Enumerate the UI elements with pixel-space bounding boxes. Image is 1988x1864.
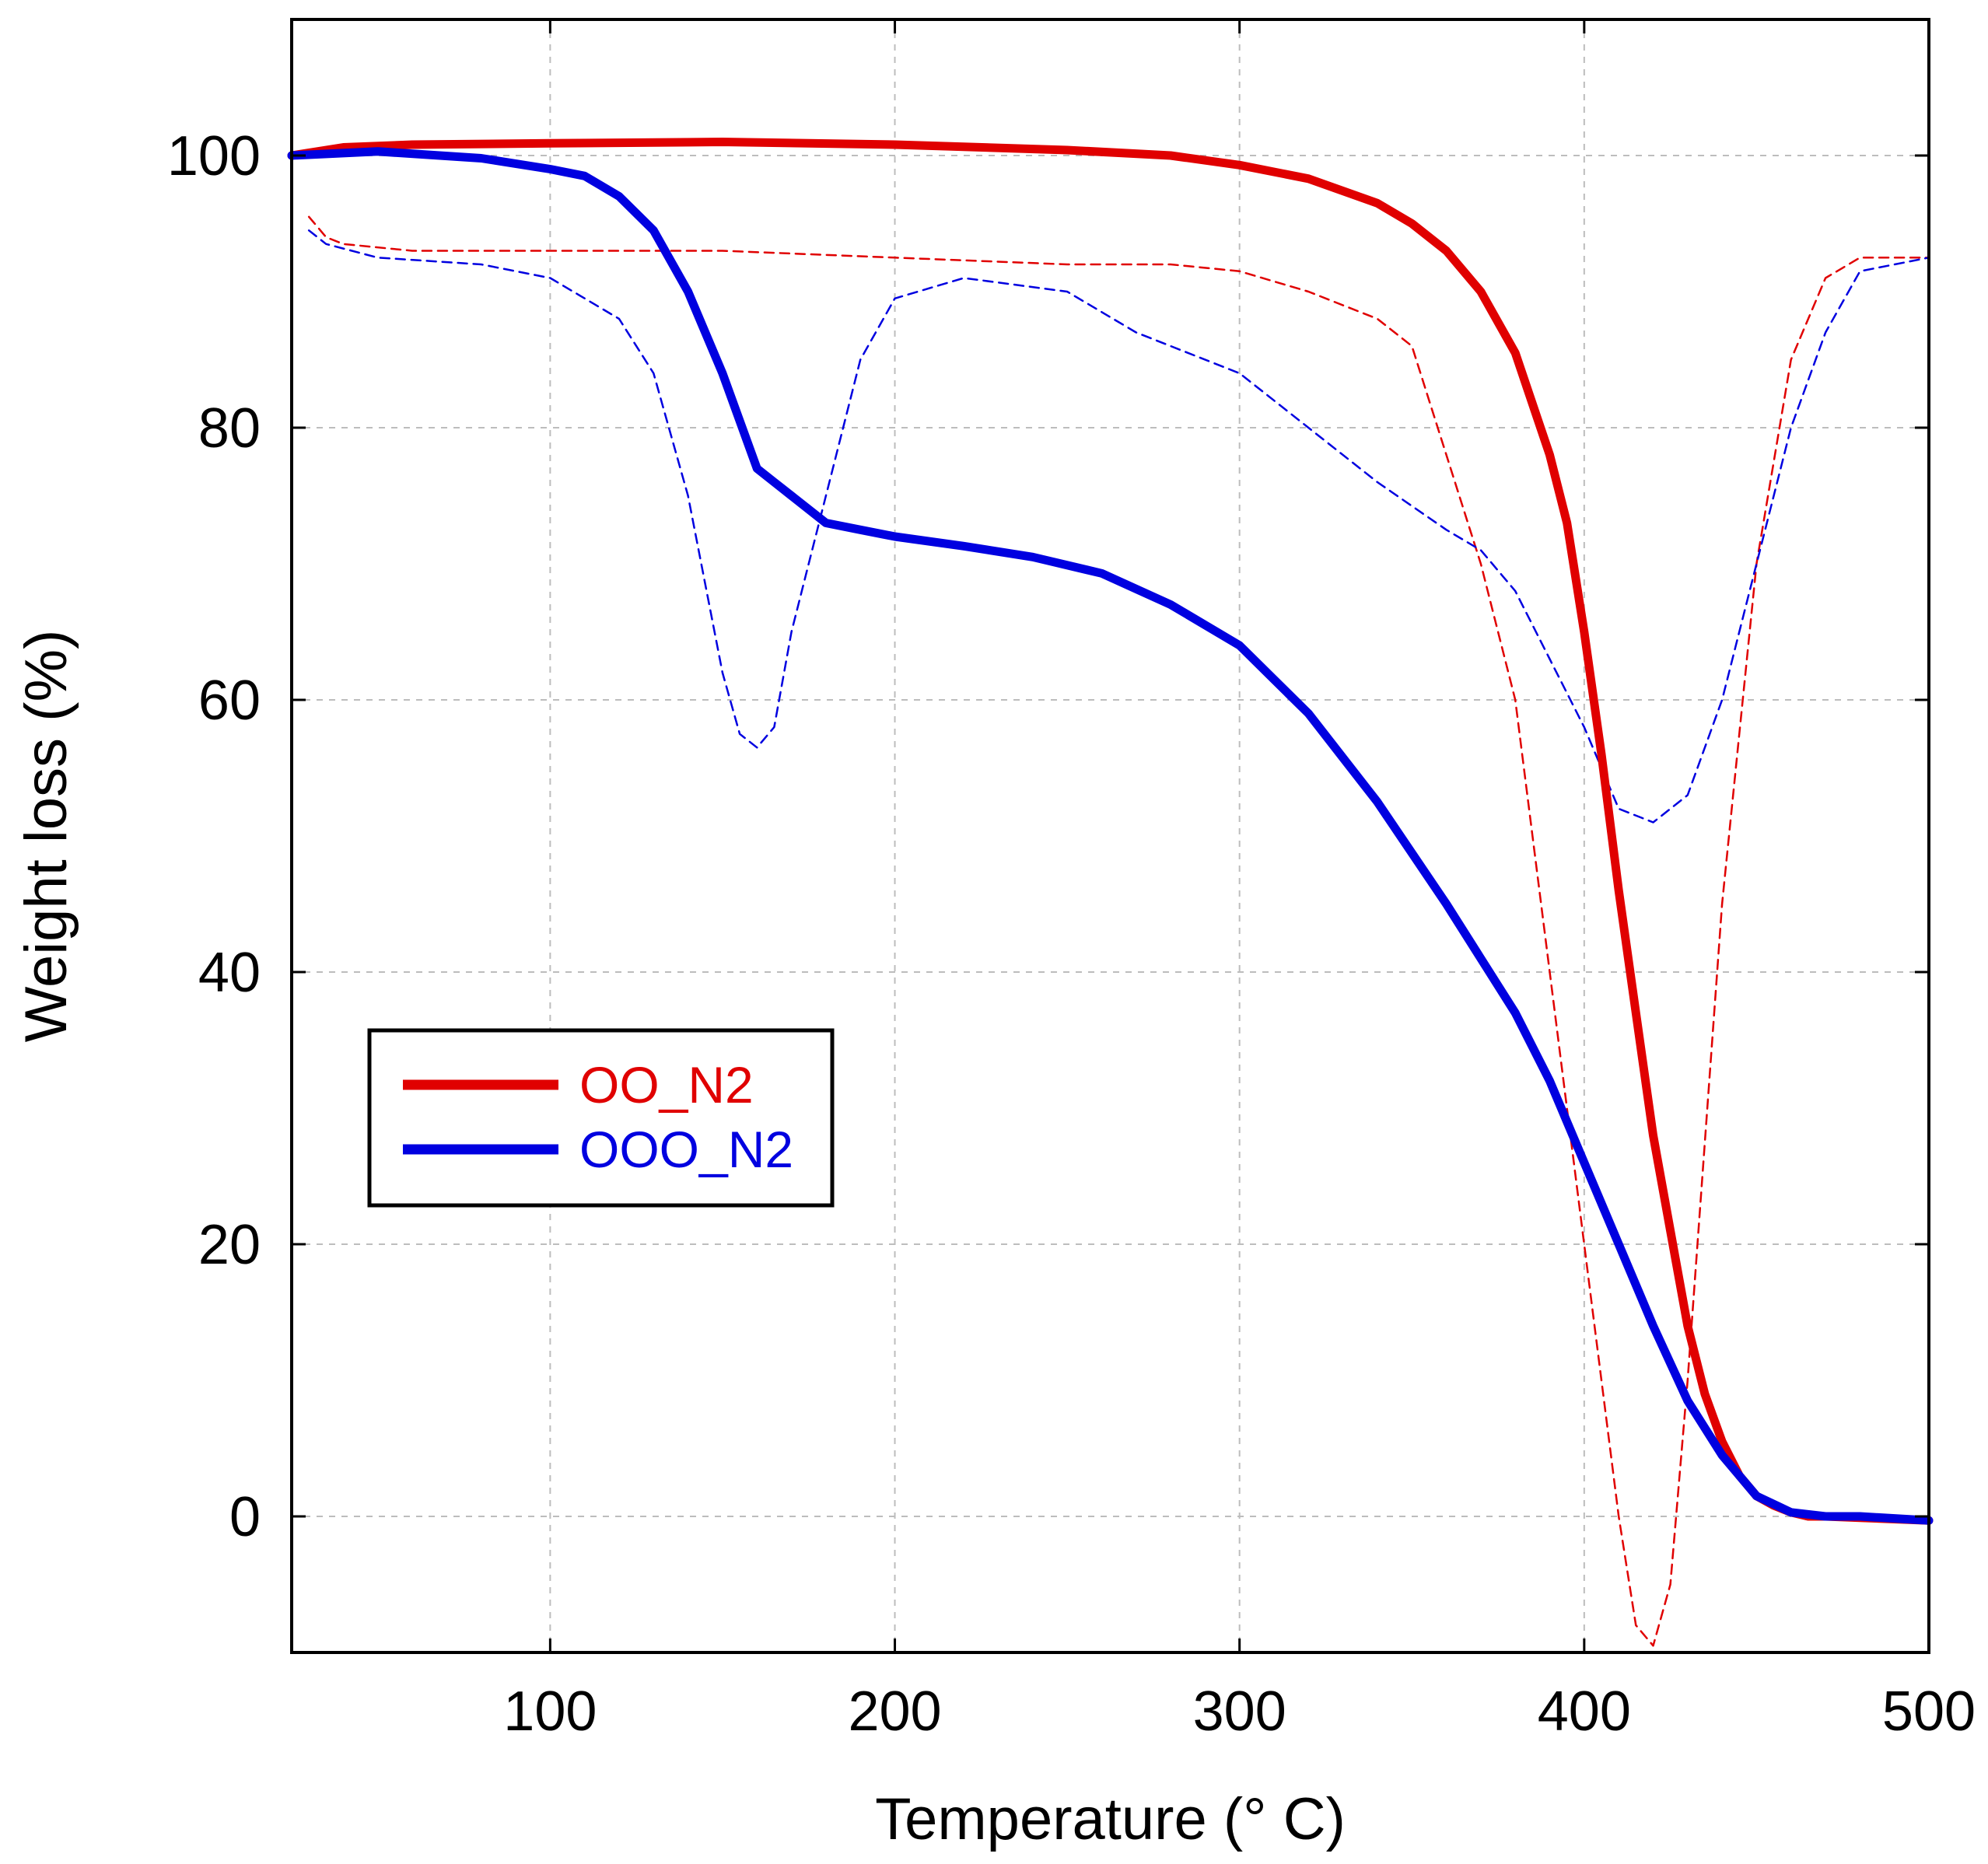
legend-label-oo-n2: OO_N2 (579, 1056, 754, 1114)
x-tick-label-200: 200 (848, 1680, 941, 1743)
series-lines (287, 138, 1934, 1647)
x-tick-label-400: 400 (1538, 1680, 1631, 1743)
y-tick-label-100: 100 (167, 125, 261, 187)
plot-frame (290, 18, 1930, 1654)
x-axis-title: Temperature (° C) (875, 1786, 1346, 1852)
y-tick-label-20: 20 (198, 1214, 261, 1276)
axis-ticks: 100 200 300 400 500 0 20 40 60 80 100 (167, 19, 1976, 1743)
series-oo-n2-derivative-dashed (307, 215, 1930, 1647)
y-tick-label-80: 80 (198, 397, 261, 460)
y-tick-label-40: 40 (198, 942, 261, 1004)
x-tick-label-100: 100 (503, 1680, 597, 1743)
series-ooo-n2-derivative-dashed (307, 229, 1930, 824)
legend: OO_N2 OOO_N2 (367, 1028, 835, 1208)
series-ooo-n2 (287, 147, 1934, 1525)
y-tick-label-0: 0 (229, 1486, 261, 1548)
legend-label-ooo-n2: OOO_N2 (579, 1121, 793, 1178)
x-tick-label-300: 300 (1193, 1680, 1286, 1743)
legend-box (367, 1028, 835, 1208)
y-tick-label-60: 60 (198, 670, 261, 732)
y-axis-title: Weight loss (%) (13, 630, 79, 1043)
grid-lines (292, 19, 1929, 1652)
series-oo-n2 (287, 138, 1934, 1525)
x-tick-label-500: 500 (1882, 1680, 1976, 1743)
